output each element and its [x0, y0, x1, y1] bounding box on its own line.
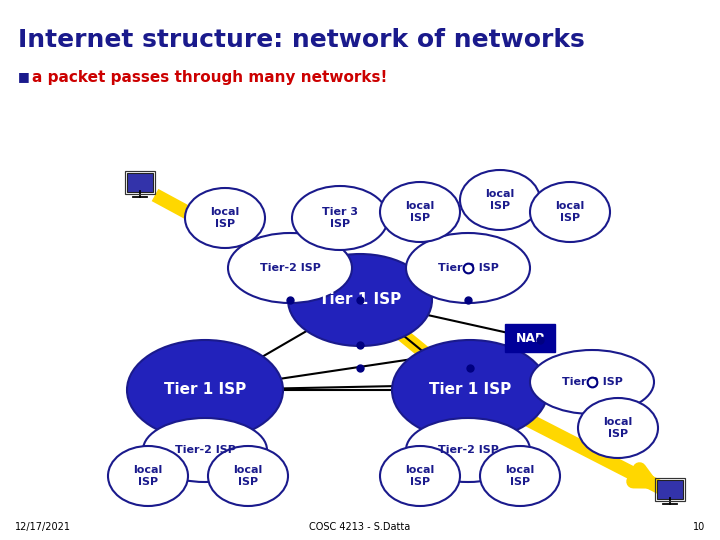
Text: Tier-2 ISP: Tier-2 ISP [438, 445, 498, 455]
Ellipse shape [127, 340, 283, 440]
Text: Tier 1 ISP: Tier 1 ISP [164, 382, 246, 397]
Text: 12/17/2021: 12/17/2021 [15, 522, 71, 532]
FancyBboxPatch shape [505, 324, 555, 352]
Text: local
ISP: local ISP [603, 417, 633, 439]
Ellipse shape [406, 233, 530, 303]
Text: Tier-2 ISP: Tier-2 ISP [438, 263, 498, 273]
Ellipse shape [530, 182, 610, 242]
Text: local
ISP: local ISP [555, 201, 585, 223]
Text: ■: ■ [18, 70, 30, 83]
Text: Tier 3
ISP: Tier 3 ISP [322, 207, 358, 229]
Text: a packet passes through many networks!: a packet passes through many networks! [32, 70, 387, 85]
Text: Tier-2 ISP: Tier-2 ISP [562, 377, 622, 387]
Ellipse shape [108, 446, 188, 506]
Ellipse shape [530, 350, 654, 414]
Text: local
ISP: local ISP [505, 465, 535, 487]
Text: 10: 10 [693, 522, 705, 532]
Text: local
ISP: local ISP [485, 189, 515, 211]
Ellipse shape [228, 233, 352, 303]
Text: COSC 4213 - S.Datta: COSC 4213 - S.Datta [310, 522, 410, 532]
Text: Tier-2 ISP: Tier-2 ISP [260, 263, 320, 273]
Ellipse shape [292, 186, 388, 250]
Ellipse shape [208, 446, 288, 506]
Text: NAP: NAP [516, 332, 544, 345]
Text: Tier 1 ISP: Tier 1 ISP [429, 382, 511, 397]
FancyBboxPatch shape [127, 173, 153, 192]
Ellipse shape [288, 254, 432, 346]
Text: local
ISP: local ISP [405, 201, 435, 223]
Text: Tier-2 ISP: Tier-2 ISP [174, 445, 235, 455]
Ellipse shape [185, 188, 265, 248]
Text: Internet structure: network of networks: Internet structure: network of networks [18, 28, 585, 52]
FancyBboxPatch shape [657, 480, 683, 499]
Ellipse shape [143, 418, 267, 482]
Text: Tier 1 ISP: Tier 1 ISP [319, 293, 401, 307]
Text: local
ISP: local ISP [133, 465, 163, 487]
Ellipse shape [380, 446, 460, 506]
Ellipse shape [578, 398, 658, 458]
Ellipse shape [380, 182, 460, 242]
Text: local
ISP: local ISP [210, 207, 240, 229]
Ellipse shape [406, 418, 530, 482]
Text: local
ISP: local ISP [405, 465, 435, 487]
Ellipse shape [392, 340, 548, 440]
Ellipse shape [460, 170, 540, 230]
Text: local
ISP: local ISP [233, 465, 263, 487]
Ellipse shape [480, 446, 560, 506]
